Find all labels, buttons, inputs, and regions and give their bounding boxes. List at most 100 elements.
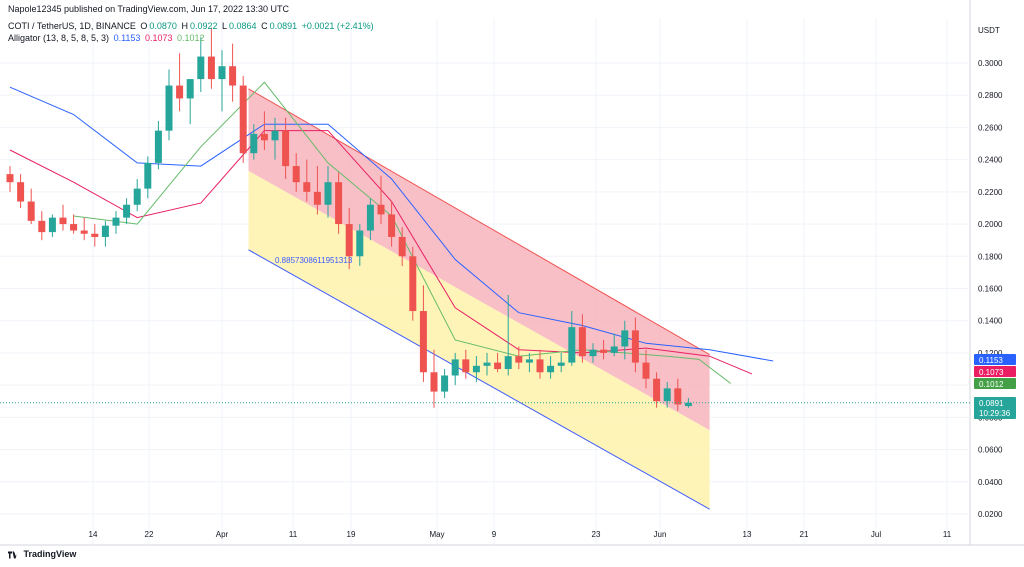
- price-tag-value: 0.0891: [979, 399, 1004, 408]
- candle-body: [123, 204, 131, 218]
- y-tick-label: 0.0200: [978, 510, 1003, 519]
- candle-up: [250, 124, 258, 160]
- x-tick-label: 11: [289, 530, 298, 539]
- ohlc-open-value: 0.0870: [149, 21, 177, 31]
- candle-body: [165, 85, 173, 131]
- channel-label: 0.8857308611951313: [275, 256, 353, 265]
- candle-down: [80, 217, 88, 241]
- candle-down: [303, 159, 311, 202]
- time-axis[interactable]: 14 22 Apr 11 19 May 9 23 Jun 13 21 Jul 11: [89, 530, 952, 539]
- y-tick-label: 0.0600: [978, 446, 1003, 455]
- candle-down: [494, 352, 502, 373]
- channel-lower-line: [248, 249, 710, 510]
- candle-up: [568, 311, 576, 366]
- candle-up: [547, 356, 555, 379]
- candle-up: [165, 69, 173, 141]
- candle-down: [600, 340, 608, 360]
- x-tick-label: 9: [492, 530, 497, 539]
- alligator-indicator: [9, 81, 774, 384]
- candle-body: [38, 220, 46, 233]
- candle-up: [663, 381, 671, 408]
- price-change: +0.0021 (+2.41%): [301, 21, 374, 31]
- candle-up: [133, 178, 141, 212]
- candle-body: [154, 130, 162, 163]
- candle-up: [101, 220, 109, 247]
- candle-body: [610, 346, 618, 353]
- regression-channel: [248, 88, 710, 510]
- candle-body: [197, 56, 205, 80]
- price-tag-countdown: 10:29:36: [979, 409, 1011, 418]
- symbol-legend[interactable]: COTI / TetherUS, 1D, BINANCE O 0.0870 H 0.…: [8, 21, 376, 31]
- candle-up: [366, 198, 374, 241]
- alligator-teeth-line: [9, 130, 753, 375]
- symbol-name: COTI / TetherUS, 1D, BINANCE: [8, 21, 136, 31]
- alligator-teeth-value: 0.1073: [144, 33, 173, 43]
- candle-body: [441, 375, 449, 392]
- candle-up: [48, 214, 56, 237]
- candle-body: [80, 230, 88, 234]
- publisher-line: Napole12345 published on TradingView.com…: [8, 4, 290, 14]
- candle-body: [17, 182, 25, 202]
- candle-down: [260, 111, 268, 150]
- price-tag-value: 0.1153: [979, 356, 1003, 365]
- candle-up: [197, 37, 205, 92]
- candle-body: [356, 230, 364, 257]
- candle-down: [335, 172, 343, 234]
- candle-up: [218, 50, 226, 112]
- price-axis[interactable]: 0.3000 0.2800 0.2600 0.2400 0.2200 0.2000 0.18…: [978, 59, 1003, 519]
- candle-down: [674, 378, 682, 411]
- ohlc-low-label: L: [222, 21, 228, 31]
- candle-up: [557, 352, 565, 373]
- y-tick-label: 0.1800: [978, 252, 1003, 261]
- candle-up: [472, 356, 480, 382]
- candle-down: [27, 188, 35, 225]
- channel-upper-line: [248, 88, 710, 355]
- price-tag-background: [974, 354, 1016, 365]
- x-tick-label: 13: [743, 530, 752, 539]
- candle-up: [451, 352, 459, 386]
- price-tag: 0.1012: [974, 378, 1016, 389]
- candle-up: [483, 352, 491, 376]
- candle-down: [17, 174, 25, 208]
- candle-body: [282, 130, 290, 167]
- channel-lower-fill: [248, 170, 710, 510]
- candle-down: [207, 27, 215, 89]
- candle-body: [409, 256, 417, 312]
- ohlc-high-value: 0.0922: [189, 21, 218, 31]
- candle-body: [600, 349, 608, 353]
- candle-body: [621, 330, 629, 347]
- candle-body: [494, 362, 502, 370]
- candle-body: [239, 85, 247, 154]
- candle-body: [674, 388, 682, 405]
- candle-body: [345, 224, 353, 257]
- candle-body: [578, 327, 586, 357]
- candle-body: [313, 191, 321, 205]
- x-tick-label: 23: [592, 530, 601, 539]
- candle-down: [38, 211, 46, 241]
- ohlc-close-label: C: [261, 21, 268, 31]
- candle-down: [239, 75, 247, 163]
- tradingview-logo[interactable]: TradingView: [8, 549, 76, 559]
- candle-body: [271, 130, 279, 141]
- candle-body: [568, 327, 576, 363]
- candle-body: [6, 174, 14, 183]
- candle-body: [631, 330, 639, 363]
- candle-body: [642, 362, 650, 379]
- candle-down: [398, 227, 406, 266]
- candle-up: [123, 198, 131, 225]
- price-tag-value: 0.1073: [979, 368, 1004, 377]
- candle-down: [59, 204, 67, 231]
- candle-down: [292, 153, 300, 192]
- candle-body: [335, 182, 343, 225]
- brand-name: TradingView: [23, 549, 77, 559]
- candle-body: [303, 182, 311, 192]
- candle-down: [282, 117, 290, 179]
- candle-down: [578, 314, 586, 363]
- price-tag-background: [974, 397, 1016, 419]
- candle-body: [377, 204, 385, 215]
- candle-down: [462, 349, 470, 379]
- alligator-legend[interactable]: Alligator (13, 8, 5, 8, 5, 3) 0.1153 0.1…: [8, 33, 207, 43]
